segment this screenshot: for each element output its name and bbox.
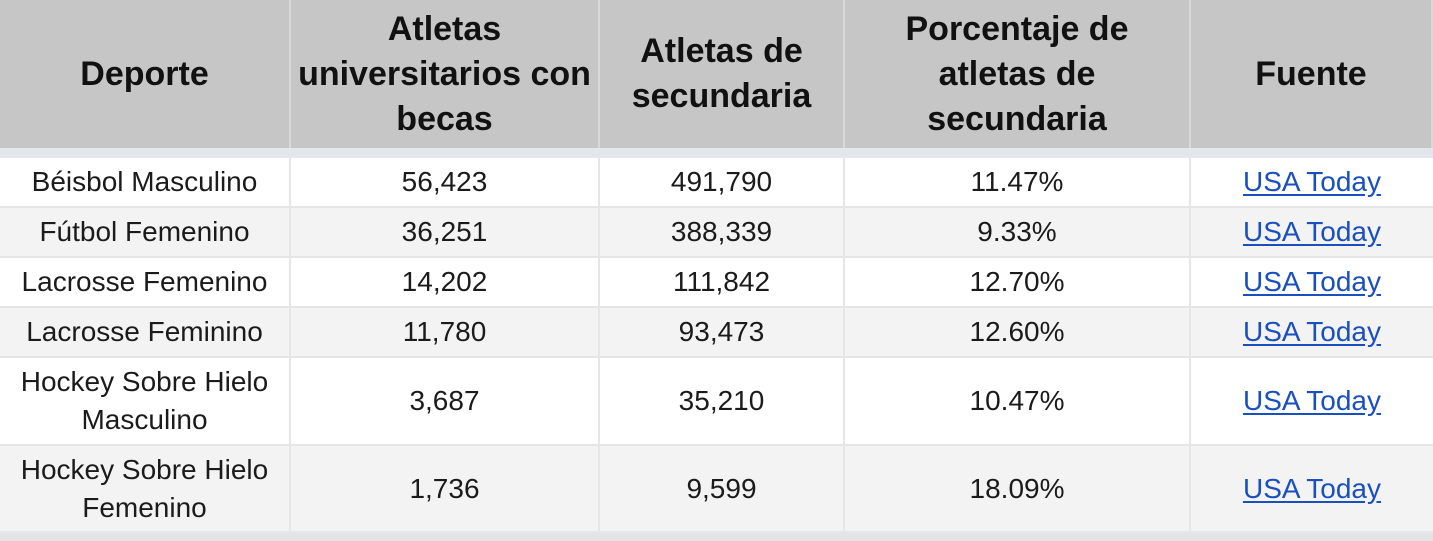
cell-fuente: USA Today <box>1191 358 1433 446</box>
cell-atletas-secundaria: 35,210 <box>600 358 845 446</box>
cell-atletas-universitarios: 1,736 <box>291 446 600 533</box>
cell-fuente: USA Today <box>1191 208 1433 258</box>
cell-atletas-secundaria: 111,842 <box>600 258 845 308</box>
header-divider <box>0 148 1433 158</box>
source-link[interactable]: USA Today <box>1242 316 1382 347</box>
cell-atletas-secundaria: 491,790 <box>600 158 845 208</box>
source-link[interactable]: USA Today <box>1242 216 1382 247</box>
cell-deporte: Hockey Sobre Hielo Femenino <box>0 446 291 533</box>
header-fuente: Fuente <box>1191 0 1433 148</box>
header-porcentaje: Porcentaje de atletas de secundaria <box>845 0 1191 148</box>
cell-fuente: USA Today <box>1191 258 1433 308</box>
header-atletas-secundaria: Atletas de secundaria <box>600 0 845 148</box>
cell-deporte: Lacrosse Feminino <box>0 308 291 358</box>
cell-atletas-universitarios: 56,423 <box>291 158 600 208</box>
cell-deporte: Fútbol Femenino <box>0 208 291 258</box>
cell-fuente: USA Today <box>1191 158 1433 208</box>
cell-atletas-universitarios: 36,251 <box>291 208 600 258</box>
cell-atletas-secundaria: 93,473 <box>600 308 845 358</box>
header-atletas-universitarios: Atletas universitarios con becas <box>291 0 600 148</box>
source-link[interactable]: USA Today <box>1242 166 1382 197</box>
cell-deporte: Hockey Sobre Hielo Masculino <box>0 358 291 446</box>
cell-atletas-secundaria: 9,599 <box>600 446 845 533</box>
cell-porcentaje: 11.47% <box>845 158 1191 208</box>
header-deporte: Deporte <box>0 0 291 148</box>
source-link[interactable]: USA Today <box>1242 385 1382 416</box>
cell-deporte: Lacrosse Femenino <box>0 258 291 308</box>
cell-porcentaje: 10.47% <box>845 358 1191 446</box>
cell-atletas-universitarios: 14,202 <box>291 258 600 308</box>
cell-atletas-universitarios: 11,780 <box>291 308 600 358</box>
cell-fuente: USA Today <box>1191 446 1433 533</box>
cell-fuente: USA Today <box>1191 308 1433 358</box>
cell-porcentaje: 18.09% <box>845 446 1191 533</box>
source-link[interactable]: USA Today <box>1242 472 1382 504</box>
cell-deporte: Béisbol Masculino <box>0 158 291 208</box>
cell-porcentaje: 12.60% <box>845 308 1191 358</box>
source-link[interactable]: USA Today <box>1242 266 1382 297</box>
cell-porcentaje: 12.70% <box>845 258 1191 308</box>
cell-atletas-universitarios: 3,687 <box>291 358 600 446</box>
cell-porcentaje: 9.33% <box>845 208 1191 258</box>
cell-atletas-secundaria: 388,339 <box>600 208 845 258</box>
